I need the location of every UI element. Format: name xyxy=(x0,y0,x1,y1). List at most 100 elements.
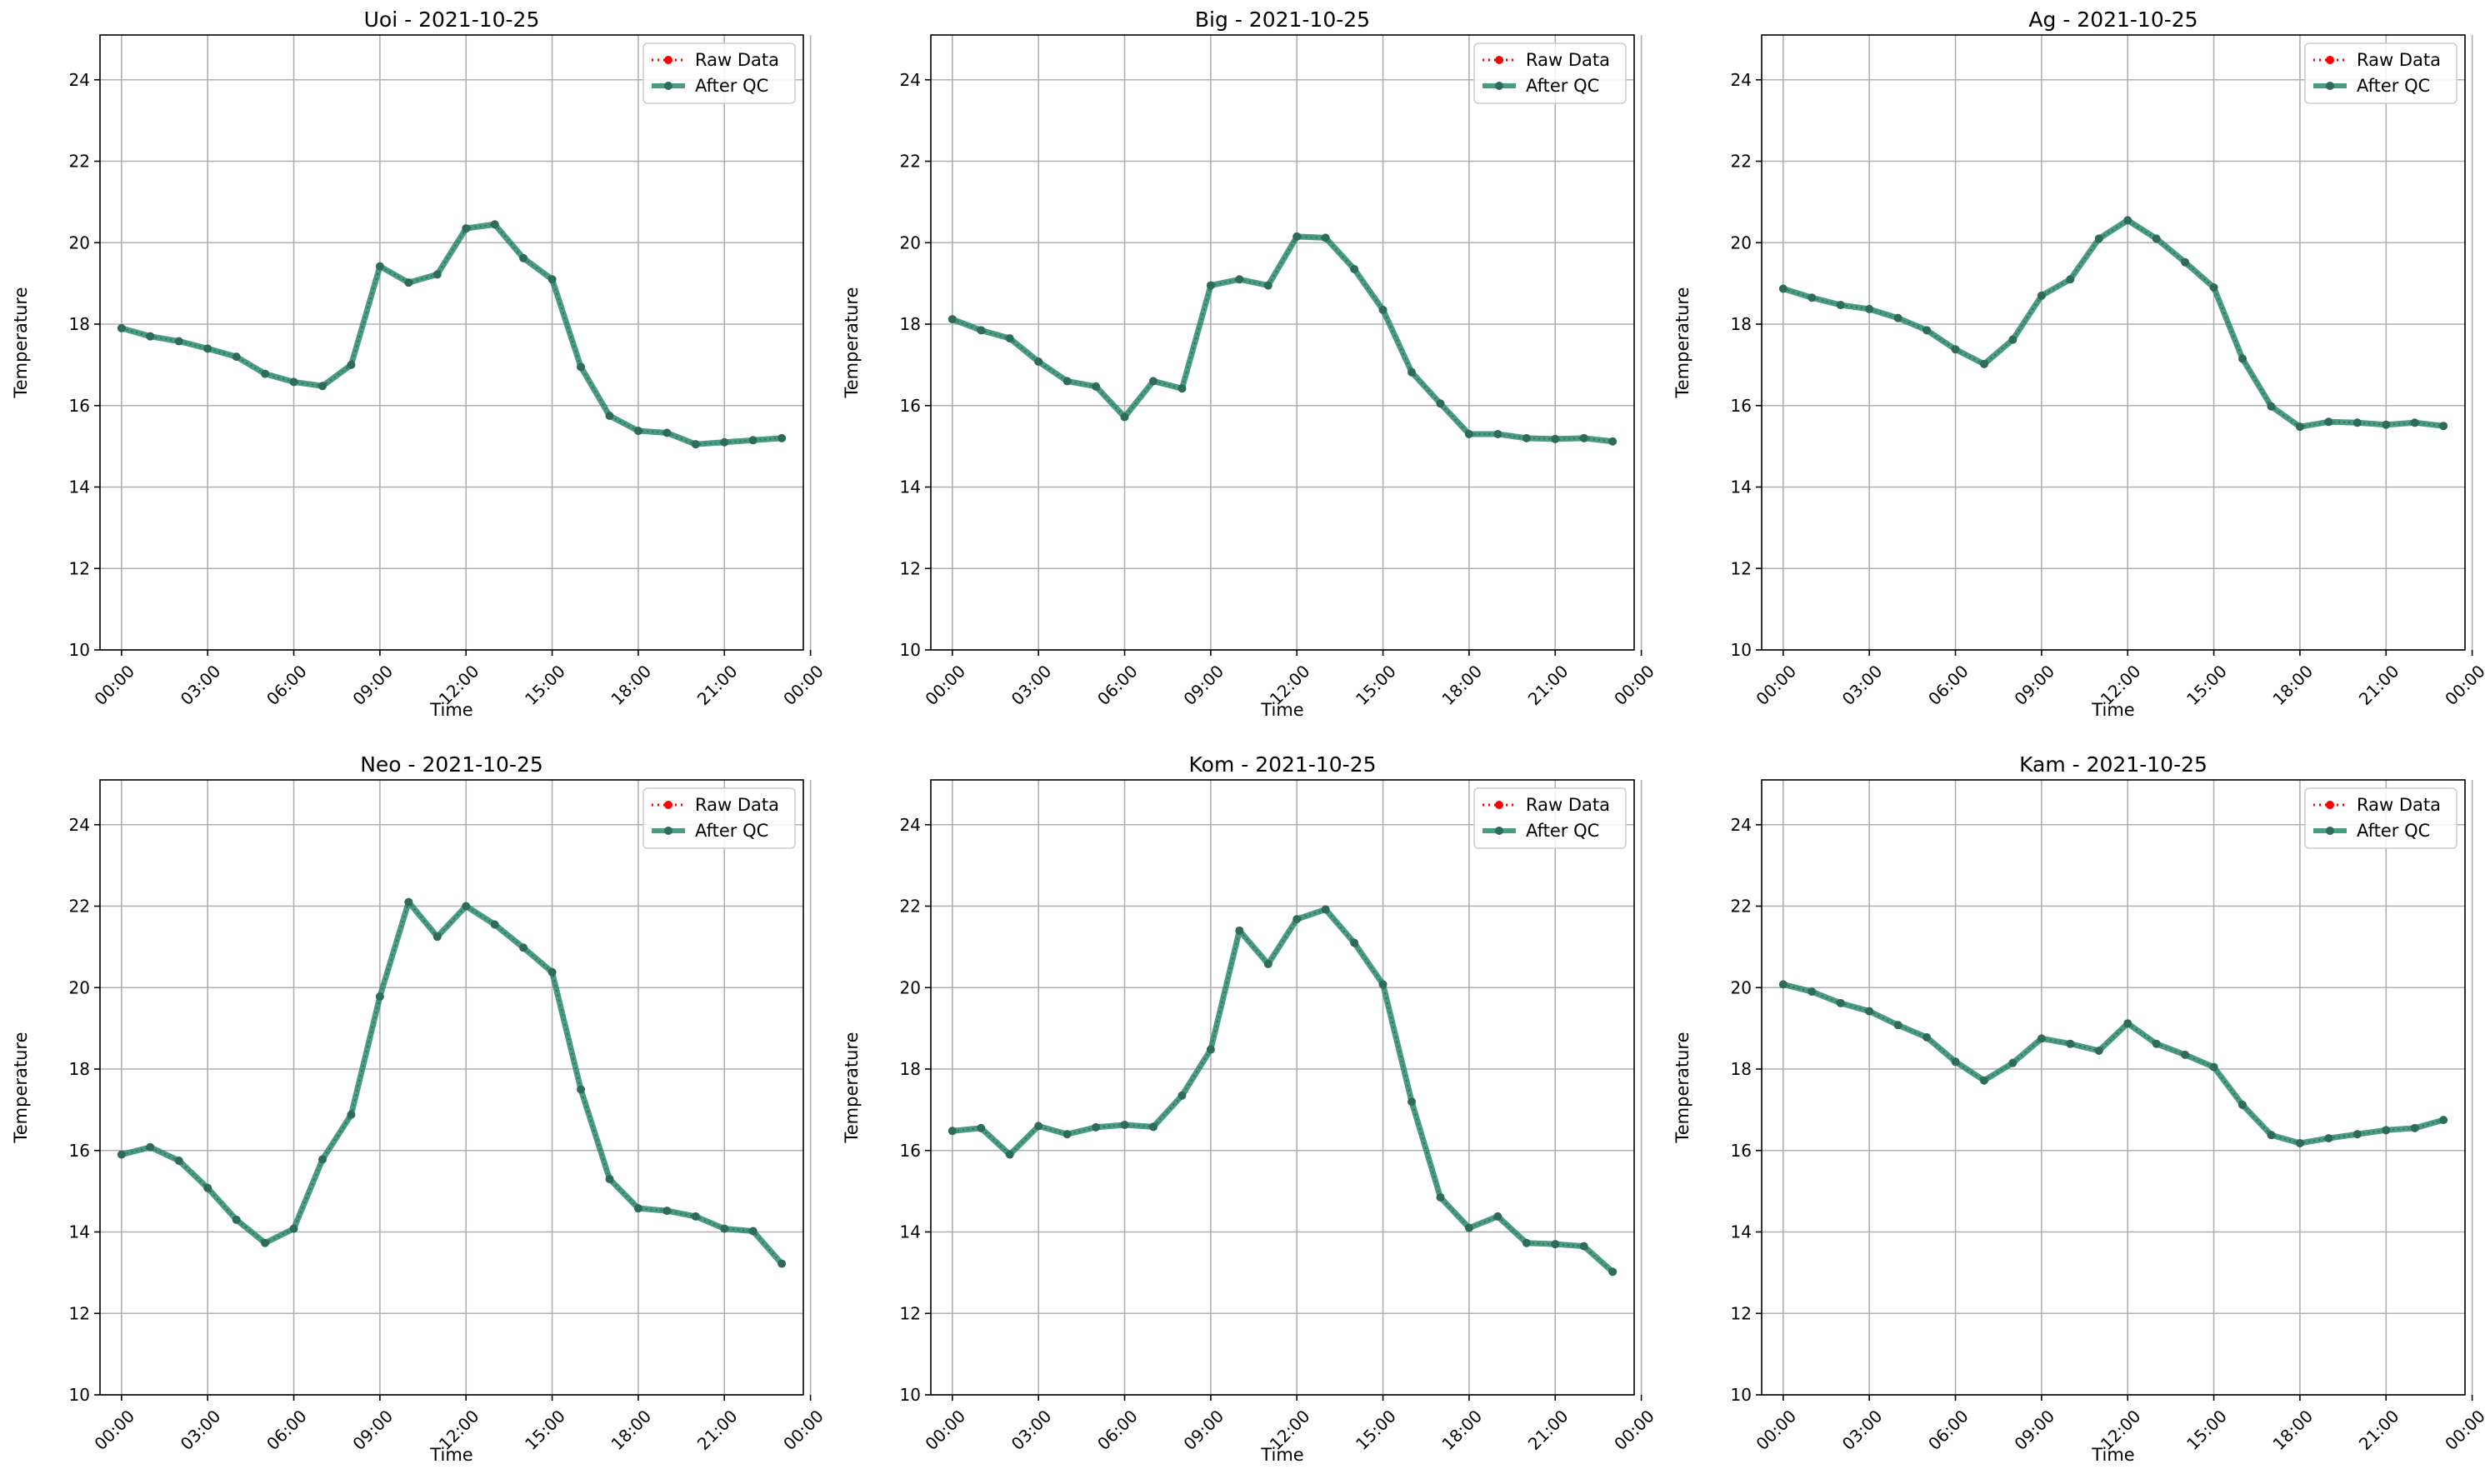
point-raw-data xyxy=(2326,1136,2331,1141)
y-tick-label: 20 xyxy=(69,232,90,252)
x-tick-label: 00:00 xyxy=(1610,1406,1658,1454)
point-raw-data xyxy=(1582,1244,1587,1249)
point-raw-data xyxy=(2441,1117,2446,1122)
point-raw-data xyxy=(378,264,382,269)
legend: Raw Data After QC xyxy=(1473,787,1627,849)
y-tick-label: 16 xyxy=(69,1141,90,1161)
point-raw-data xyxy=(1208,1047,1213,1052)
point-raw-data xyxy=(1552,437,1558,442)
x-axis-label: Time xyxy=(429,1445,472,1465)
point-raw-data xyxy=(1438,1195,1442,1200)
y-tick-label: 24 xyxy=(1731,815,1752,835)
point-raw-data xyxy=(751,1229,756,1234)
y-tick-label: 16 xyxy=(69,396,90,416)
point-raw-data xyxy=(1065,378,1070,383)
x-tick-label: 00:00 xyxy=(2441,661,2485,709)
x-tick-label: 06:00 xyxy=(262,1406,311,1454)
y-tick-label: 22 xyxy=(1731,152,1752,172)
series-line-raw-data xyxy=(1782,983,2444,1144)
point-raw-data xyxy=(1237,277,1242,282)
point-raw-data xyxy=(234,354,239,359)
axes-frame xyxy=(930,779,1635,1396)
point-raw-data xyxy=(2097,1048,2102,1053)
y-tick-label: 14 xyxy=(69,477,90,497)
legend-qc-marker xyxy=(2326,827,2334,835)
point-raw-data xyxy=(1582,436,1587,441)
x-axis-label: Time xyxy=(429,700,472,720)
y-tick-label: 24 xyxy=(1731,70,1752,90)
point-raw-data xyxy=(1266,962,1271,967)
point-raw-data xyxy=(2383,422,2388,427)
chart-title: Uoi - 2021-10-25 xyxy=(364,7,540,32)
legend-raw-label: Raw Data xyxy=(695,50,779,70)
chart-panel-6: 00:00 03:00 06:00 09:00 12:00 15:00 18:00 21:00… xyxy=(1672,752,2485,1465)
x-tick-label: 18:00 xyxy=(607,1406,655,1454)
point-raw-data xyxy=(1495,432,1500,437)
point-raw-data xyxy=(2240,357,2245,362)
point-raw-data xyxy=(636,428,641,433)
point-raw-data xyxy=(2039,1036,2044,1041)
x-tick-label: 21:00 xyxy=(1524,1406,1572,1454)
point-raw-data xyxy=(978,327,983,332)
y-tick-label: 18 xyxy=(900,314,921,334)
point-raw-data xyxy=(292,1227,297,1232)
point-raw-data xyxy=(1953,347,1958,352)
legend-raw-marker xyxy=(664,56,672,64)
y-axis-label: Temperature xyxy=(1672,287,1692,398)
point-raw-data xyxy=(262,1241,268,1246)
y-tick-label: 24 xyxy=(900,815,921,835)
y-axis-label: Temperature xyxy=(842,1032,862,1143)
series-line-after-qc xyxy=(118,899,785,1267)
point-raw-data xyxy=(550,277,555,282)
point-raw-data xyxy=(1381,307,1386,312)
point-raw-data xyxy=(2182,1052,2188,1057)
x-tick-label: 15:00 xyxy=(521,661,569,709)
point-raw-data xyxy=(2412,1126,2418,1131)
point-raw-data xyxy=(1151,1124,1156,1129)
series-line-after-qc xyxy=(118,221,785,447)
y-tick-label: 10 xyxy=(69,1385,90,1405)
point-raw-data xyxy=(693,442,698,447)
point-raw-data xyxy=(607,1177,612,1182)
y-tick-label: 10 xyxy=(1731,640,1752,660)
x-tick-label: 06:00 xyxy=(1924,661,1972,709)
y-tick-label: 12 xyxy=(900,1303,921,1323)
point-raw-data xyxy=(378,994,382,999)
series-line-after-qc xyxy=(1780,217,2447,430)
y-tick-label: 20 xyxy=(1731,977,1752,997)
point-raw-data xyxy=(2355,420,2360,425)
point-raw-data xyxy=(435,272,440,277)
point-raw-data xyxy=(119,326,124,331)
point-raw-data xyxy=(1552,1242,1558,1247)
y-tick-label: 16 xyxy=(900,396,921,416)
point-raw-data xyxy=(978,1126,983,1131)
point-raw-data xyxy=(1065,1132,1070,1137)
x-tick-label: 03:00 xyxy=(1838,661,1887,709)
point-raw-data xyxy=(2412,420,2418,425)
legend-qc-label: After QC xyxy=(1526,76,1599,96)
legend-qc-marker xyxy=(2326,82,2334,90)
chart-panel-1: 00:00 03:00 06:00 09:00 12:00 15:00 18:00 21:00… xyxy=(11,7,828,720)
point-raw-data xyxy=(1838,1001,1843,1006)
y-tick-label: 18 xyxy=(69,314,90,334)
x-tick-label: 00:00 xyxy=(1752,661,1800,709)
point-raw-data xyxy=(1896,1022,1901,1027)
legend-raw-marker xyxy=(2326,801,2334,809)
point-raw-data xyxy=(1036,1123,1041,1128)
point-raw-data xyxy=(2097,236,2102,241)
point-raw-data xyxy=(578,1087,583,1092)
y-tick-label: 20 xyxy=(69,977,90,997)
point-raw-data xyxy=(320,1157,325,1162)
y-tick-label: 10 xyxy=(1731,1385,1752,1405)
y-tick-label: 14 xyxy=(69,1222,90,1242)
point-raw-data xyxy=(521,256,526,261)
point-raw-data xyxy=(636,1206,641,1211)
axes-frame xyxy=(99,779,804,1396)
point-raw-data xyxy=(1179,1093,1184,1098)
point-raw-data xyxy=(406,280,411,285)
x-tick-label: 18:00 xyxy=(1438,1406,1486,1454)
point-raw-data xyxy=(950,317,955,322)
point-raw-data xyxy=(550,970,555,975)
legend-raw-marker xyxy=(664,801,672,809)
axes-frame xyxy=(930,34,1635,651)
